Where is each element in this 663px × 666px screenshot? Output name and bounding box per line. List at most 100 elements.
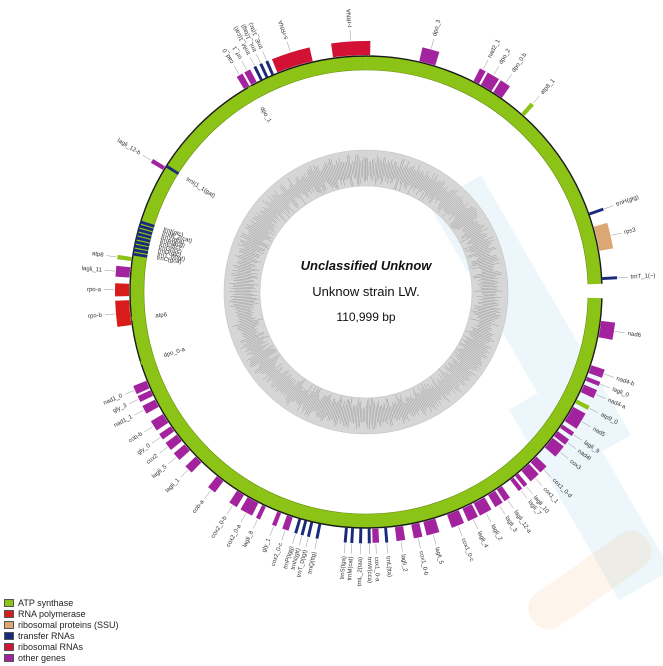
label-leader xyxy=(400,541,403,552)
gene-block xyxy=(300,520,308,536)
label-leader xyxy=(614,331,625,334)
gene-block xyxy=(564,406,586,429)
gene-label: atp8 xyxy=(92,251,105,259)
gene-label: rps3 xyxy=(624,227,637,236)
gene-block xyxy=(367,528,371,544)
label-leader xyxy=(604,373,614,378)
gene-block xyxy=(240,497,259,516)
gene-block xyxy=(137,390,153,403)
legend-item: transfer RNAs xyxy=(4,630,119,641)
gene-label: trnW(cca) xyxy=(366,557,372,583)
label-leader xyxy=(314,539,318,550)
gene-label: trnL_2(taa) xyxy=(357,557,364,586)
gene-block xyxy=(423,518,440,536)
label-leader xyxy=(104,270,115,272)
gene-label-inner: trnT_0(tgt) xyxy=(157,252,186,263)
gene-block xyxy=(359,528,363,544)
gene-block xyxy=(493,80,510,98)
gene-label: nad4-b xyxy=(615,376,635,388)
gene-label-inner: trnD(gtc) xyxy=(157,248,181,258)
gene-block xyxy=(185,456,202,473)
label-leader xyxy=(226,505,233,515)
gene-block xyxy=(208,476,224,493)
ring-gap xyxy=(585,283,605,299)
gene-block xyxy=(244,69,257,85)
legend-label: other genes xyxy=(18,652,66,663)
gene-block xyxy=(585,376,601,387)
label-leader xyxy=(281,530,286,541)
gene-label: nad2_1 xyxy=(487,38,502,59)
gene-label: lagli_11 xyxy=(81,266,102,274)
gene-block xyxy=(394,526,406,542)
gene-label: lagli_2 xyxy=(489,524,503,543)
label-leader xyxy=(560,452,569,459)
gene-label-inner: trnC(gca) xyxy=(156,256,182,266)
legend-label: transfer RNAs xyxy=(18,630,75,641)
gene-block xyxy=(173,444,190,460)
gene-block xyxy=(142,399,159,414)
label-leader xyxy=(204,490,212,499)
gene-block-inner xyxy=(136,232,152,239)
label-leader xyxy=(589,408,599,414)
gene-label: cox1_0-b xyxy=(418,551,429,577)
legend-item: other genes xyxy=(4,652,119,663)
gene-label-inner: atp6 xyxy=(155,312,168,319)
gene-block xyxy=(306,521,314,538)
gene-block xyxy=(282,515,293,531)
gene-label: cox1_0-a xyxy=(373,557,380,583)
label-leader xyxy=(433,534,437,545)
gc-ring-outer xyxy=(223,149,509,435)
gene-block xyxy=(447,510,465,528)
gene-block xyxy=(560,424,575,436)
gene-block xyxy=(253,65,263,81)
label-leader xyxy=(262,51,267,61)
gene-label: rpo-b xyxy=(88,313,103,320)
label-leader xyxy=(233,65,240,75)
gc-ring-inner xyxy=(259,185,473,399)
gene-label: cox1_0-c xyxy=(460,538,475,563)
label-leader xyxy=(600,384,610,389)
strain-name: Unknow strain LW. xyxy=(312,284,419,299)
gene-block xyxy=(510,477,523,492)
label-leader xyxy=(159,446,168,454)
gene-label: cox2_0-b xyxy=(210,515,229,540)
label-leader xyxy=(581,421,591,428)
label-leader xyxy=(128,399,139,404)
gene-label: trnS(tga) xyxy=(340,556,348,580)
label-leader xyxy=(350,543,352,554)
gene-label-inner: trnG(tcc) xyxy=(158,245,182,256)
genome-length: 110,999 bp xyxy=(336,310,395,324)
gene-block xyxy=(115,265,131,278)
label-leader xyxy=(344,543,346,554)
gene-label: r-rRNA xyxy=(346,9,353,28)
label-leader xyxy=(104,313,115,316)
gene-block-inner xyxy=(131,315,146,321)
legend-label: RNA polymerase xyxy=(18,608,86,619)
gene-block xyxy=(115,300,132,327)
legend-label: ribosomal RNAs xyxy=(18,641,84,652)
gene-label-inner: trnE(ttc) xyxy=(159,241,181,252)
gene-block xyxy=(165,434,182,450)
legend-swatch xyxy=(4,620,14,629)
label-leader xyxy=(520,490,528,499)
label-leader xyxy=(486,513,492,523)
gene-block xyxy=(150,158,166,170)
gene-label-inner: dpo_0-a xyxy=(163,347,186,360)
gene-block xyxy=(588,207,604,216)
label-leader xyxy=(299,535,303,546)
gene-block xyxy=(150,414,169,431)
gene-label-inner: trnI(1_1(gat) xyxy=(185,177,216,200)
gene-label: dpo_2 xyxy=(498,47,512,65)
watermark-orange xyxy=(528,530,652,630)
legend-swatch xyxy=(4,653,14,662)
gene-block xyxy=(331,40,371,58)
label-leader xyxy=(431,38,435,49)
gene-label-inner: trnR(acg) xyxy=(160,237,186,249)
gene-label: trnQ(ttg) xyxy=(308,551,318,574)
label-leader xyxy=(151,437,161,444)
gene-block xyxy=(544,437,564,457)
gene-label: trnT_1(~) xyxy=(630,273,655,280)
legend: ATP synthase RNA polymerase ribosomal pr… xyxy=(4,597,119,663)
gene-label: rpo-a xyxy=(87,287,102,293)
gene-features xyxy=(115,40,618,544)
